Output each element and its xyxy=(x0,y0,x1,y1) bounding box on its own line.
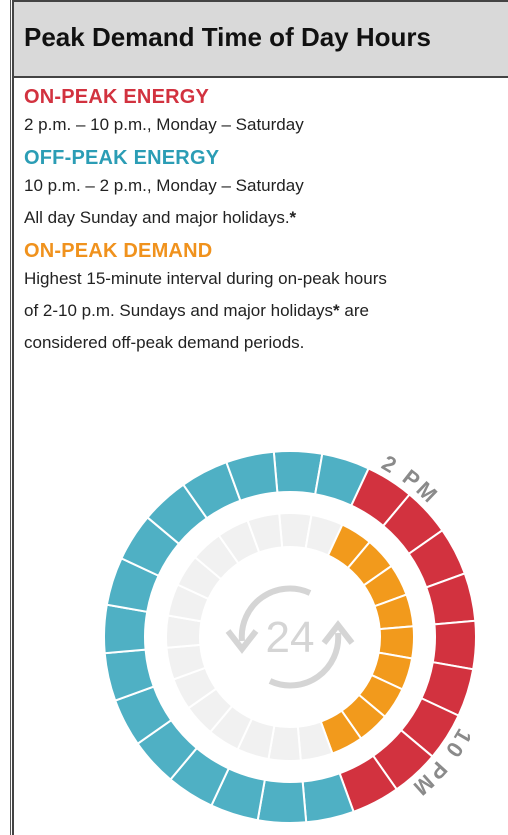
title: Peak Demand Time of Day Hours xyxy=(24,22,431,52)
section-heading: OFF-PEAK ENERGY xyxy=(24,147,220,169)
inner-segment xyxy=(246,512,284,554)
text-run: * xyxy=(289,208,297,227)
off-peak-segment xyxy=(225,450,279,503)
text-run: of 2-10 p.m. Sundays and major holidays xyxy=(24,301,334,320)
arrow-head xyxy=(225,629,259,654)
center-label: 24 xyxy=(266,613,315,662)
text-run: All day Sunday and major holidays. xyxy=(24,208,290,227)
sections: ON-PEAK ENERGY 2 p.m. – 10 p.m., Monday –… xyxy=(14,86,508,359)
text-line: All day Sunday and major holidays.* xyxy=(24,202,508,234)
text-line: Highest 15-minute interval during on-pea… xyxy=(24,263,508,295)
arrow-arc xyxy=(238,585,312,642)
text-line: considered off-peak demand periods. xyxy=(24,327,508,359)
arrow-arc xyxy=(268,632,342,689)
text-run: * xyxy=(333,301,340,320)
arrow-head xyxy=(321,620,355,645)
text-run: Highest 15-minute interval during on-pea… xyxy=(24,269,387,288)
section-heading: ON-PEAK ENERGY xyxy=(24,86,210,108)
panel: Peak Demand Time of Day Hours ON-PEAK EN… xyxy=(12,0,508,835)
text-run: 10 p.m. – 2 p.m., Monday – Saturday xyxy=(24,176,304,195)
section: OFF-PEAK ENERGY 10 p.m. – 2 p.m., Monday … xyxy=(14,147,508,234)
text-line: 10 p.m. – 2 p.m., Monday – Saturday xyxy=(24,170,508,202)
section: ON-PEAK DEMAND Highest 15-minute interval… xyxy=(14,240,508,359)
off-peak-segment xyxy=(256,778,308,824)
left-margin xyxy=(0,0,11,835)
text-run: considered off-peak demand periods. xyxy=(24,333,305,352)
section: ON-PEAK ENERGY 2 p.m. – 10 p.m., Monday –… xyxy=(14,86,508,141)
header: Peak Demand Time of Day Hours xyxy=(14,0,508,78)
text-run: 2 p.m. – 10 p.m., Monday – Saturday xyxy=(24,115,304,134)
text-run: are xyxy=(339,301,369,320)
text-line: of 2-10 p.m. Sundays and major holidays*… xyxy=(24,295,508,327)
text-line: 2 p.m. – 10 p.m., Monday – Saturday xyxy=(24,109,508,141)
section-heading: ON-PEAK DEMAND xyxy=(24,240,213,262)
off-peak-segment xyxy=(103,603,149,655)
off-peak-segment xyxy=(272,450,324,496)
on-peak-segment xyxy=(431,619,477,671)
